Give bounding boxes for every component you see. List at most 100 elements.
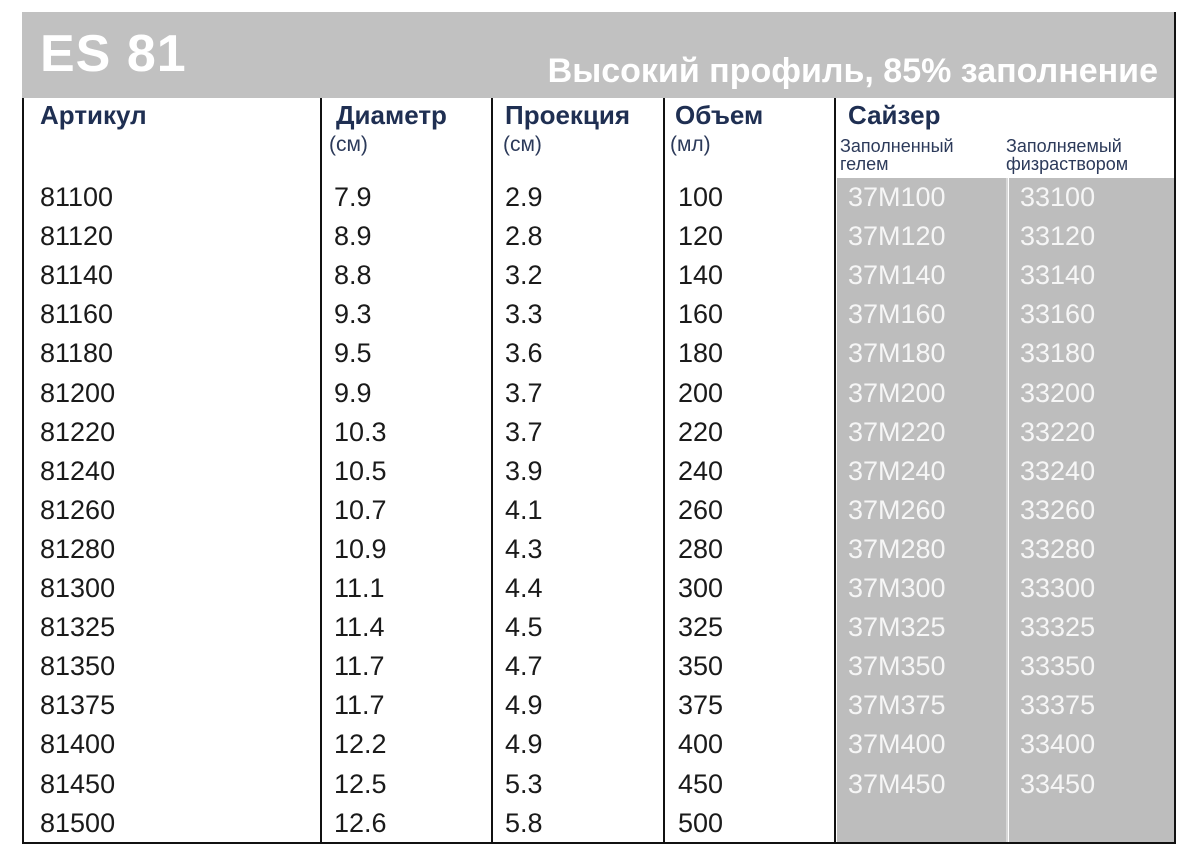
cell-saline: 33300 bbox=[1020, 573, 1096, 603]
cell-volume: 375 bbox=[678, 690, 724, 721]
table-row: 81400 12.2 4.9 400 37M400 33400 bbox=[22, 726, 1176, 765]
table-row: 81140 8.8 3.2 140 37M140 33140 bbox=[22, 257, 1176, 296]
cell-projection: 2.8 bbox=[505, 221, 543, 252]
column-divider bbox=[320, 98, 322, 844]
cell-article: 81120 bbox=[40, 221, 114, 252]
cell-saline: 33240 bbox=[1020, 455, 1096, 486]
cell-volume: 160 bbox=[678, 299, 724, 330]
cell-diameter: 7.9 bbox=[334, 182, 372, 212]
cell-saline: 33450 bbox=[1020, 768, 1096, 799]
cell-projection: 4.9 bbox=[505, 690, 543, 721]
header-projection-unit: (см) bbox=[503, 133, 542, 156]
cell-saline: 33100 bbox=[1020, 182, 1096, 212]
cell-diameter: 10.5 bbox=[334, 455, 387, 486]
cell-gel: 37M325 bbox=[848, 612, 946, 643]
cell-diameter: 11.7 bbox=[334, 651, 385, 682]
cell-volume: 240 bbox=[678, 455, 724, 486]
cell-gel: 37M260 bbox=[848, 494, 946, 525]
cell-volume: 280 bbox=[678, 533, 724, 564]
cell-volume: 400 bbox=[678, 729, 724, 760]
table-frame bbox=[22, 12, 1176, 844]
cell-volume: 140 bbox=[678, 260, 724, 291]
cell-diameter: 12.5 bbox=[334, 768, 387, 799]
cell-diameter: 8.8 bbox=[334, 260, 372, 291]
cell-volume: 120 bbox=[678, 221, 724, 252]
cell-gel: 37M350 bbox=[848, 651, 946, 682]
cell-article: 81260 bbox=[40, 494, 116, 525]
table-row: 81240 10.5 3.9 240 37M240 33240 bbox=[22, 453, 1176, 492]
cell-volume: 325 bbox=[678, 612, 724, 643]
cell-saline: 33120 bbox=[1020, 221, 1096, 252]
cell-projection: 3.7 bbox=[505, 377, 543, 408]
title-banner: ES 81 Высокий профиль, 85% заполнение bbox=[22, 12, 1176, 98]
header-volume: Объем bbox=[675, 100, 764, 130]
cell-gel: 37M200 bbox=[848, 377, 946, 408]
cell-article: 81200 bbox=[40, 377, 116, 408]
cell-diameter: 12.6 bbox=[334, 807, 387, 838]
cell-volume: 100 bbox=[678, 182, 724, 212]
cell-article: 81450 bbox=[40, 768, 116, 799]
cell-gel: 37M240 bbox=[848, 455, 946, 486]
cell-gel: 37M400 bbox=[848, 729, 946, 760]
cell-volume: 350 bbox=[678, 651, 724, 682]
cell-projection: 3.6 bbox=[505, 338, 543, 369]
cell-gel: 37M140 bbox=[848, 260, 946, 291]
table-row: 81120 8.9 2.8 120 37M120 33120 bbox=[22, 218, 1176, 257]
cell-saline: 33180 bbox=[1020, 338, 1096, 369]
cell-saline: 33400 bbox=[1020, 729, 1096, 760]
cell-article: 81300 bbox=[40, 573, 116, 603]
cell-diameter: 12.2 bbox=[334, 729, 387, 760]
cell-diameter: 9.5 bbox=[334, 338, 372, 369]
header-diameter-unit: (см) bbox=[329, 133, 368, 156]
cell-saline: 33260 bbox=[1020, 494, 1096, 525]
table-row: 81375 11.7 4.9 375 37M375 33375 bbox=[22, 687, 1176, 726]
header-volume-unit: (мл) bbox=[670, 133, 711, 156]
table-row: 81100 7.9 2.9 100 37M100 33100 bbox=[22, 179, 1176, 218]
cell-article: 81375 bbox=[40, 690, 116, 721]
cell-projection: 4.9 bbox=[505, 729, 543, 760]
header-sizer: Сайзер bbox=[848, 100, 941, 130]
sizer-saline-column-bg bbox=[1009, 178, 1176, 842]
cell-gel: 37M160 bbox=[848, 299, 946, 330]
cell-saline: 33325 bbox=[1020, 612, 1096, 643]
cell-projection: 4.3 bbox=[505, 533, 543, 564]
cell-volume: 260 bbox=[678, 494, 724, 525]
cell-article: 81280 bbox=[40, 533, 116, 564]
cell-saline: 33280 bbox=[1020, 533, 1096, 564]
cell-gel: 37M220 bbox=[848, 416, 946, 447]
cell-article: 81350 bbox=[40, 651, 116, 682]
cell-diameter: 9.3 bbox=[334, 299, 372, 330]
cell-volume: 180 bbox=[678, 338, 724, 369]
cell-gel: 37M280 bbox=[848, 533, 946, 564]
cell-article: 81400 bbox=[40, 729, 116, 760]
table-row: 81300 11.1 4.4 300 37M300 33300 bbox=[22, 570, 1176, 609]
cell-saline: 33160 bbox=[1020, 299, 1096, 330]
cell-diameter: 10.3 bbox=[334, 416, 387, 447]
column-divider bbox=[834, 98, 836, 844]
cell-article: 81240 bbox=[40, 455, 116, 486]
table-border-left bbox=[22, 98, 24, 844]
cell-diameter: 11.7 bbox=[334, 690, 385, 721]
product-subtitle: Высокий профиль, 85% заполнение bbox=[547, 52, 1158, 90]
cell-projection: 3.9 bbox=[505, 455, 543, 486]
header-sizer-saline: Заполняемый физраствором bbox=[1006, 136, 1129, 174]
product-code: ES 81 bbox=[40, 25, 187, 83]
cell-projection: 4.5 bbox=[505, 612, 543, 643]
header-article: Артикул bbox=[40, 100, 147, 130]
cell-projection: 2.9 bbox=[505, 182, 543, 212]
header-diameter: Диаметр bbox=[336, 100, 447, 130]
cell-article: 81100 bbox=[40, 182, 114, 212]
cell-diameter: 10.7 bbox=[334, 494, 387, 525]
cell-gel: 37M120 bbox=[848, 221, 946, 252]
header-projection: Проекция bbox=[505, 100, 631, 130]
cell-volume: 300 bbox=[678, 573, 724, 603]
cell-article: 81325 bbox=[40, 612, 116, 643]
cell-projection: 4.1 bbox=[505, 494, 543, 525]
cell-volume: 500 bbox=[678, 807, 724, 838]
table-row: 81280 10.9 4.3 280 37M280 33280 bbox=[22, 531, 1176, 570]
cell-gel: 37M300 bbox=[848, 573, 946, 603]
cell-saline: 33350 bbox=[1020, 651, 1096, 682]
table-row: 81200 9.9 3.7 200 37M200 33200 bbox=[22, 375, 1176, 414]
cell-projection: 5.3 bbox=[505, 768, 543, 799]
cell-projection: 3.2 bbox=[505, 260, 543, 291]
